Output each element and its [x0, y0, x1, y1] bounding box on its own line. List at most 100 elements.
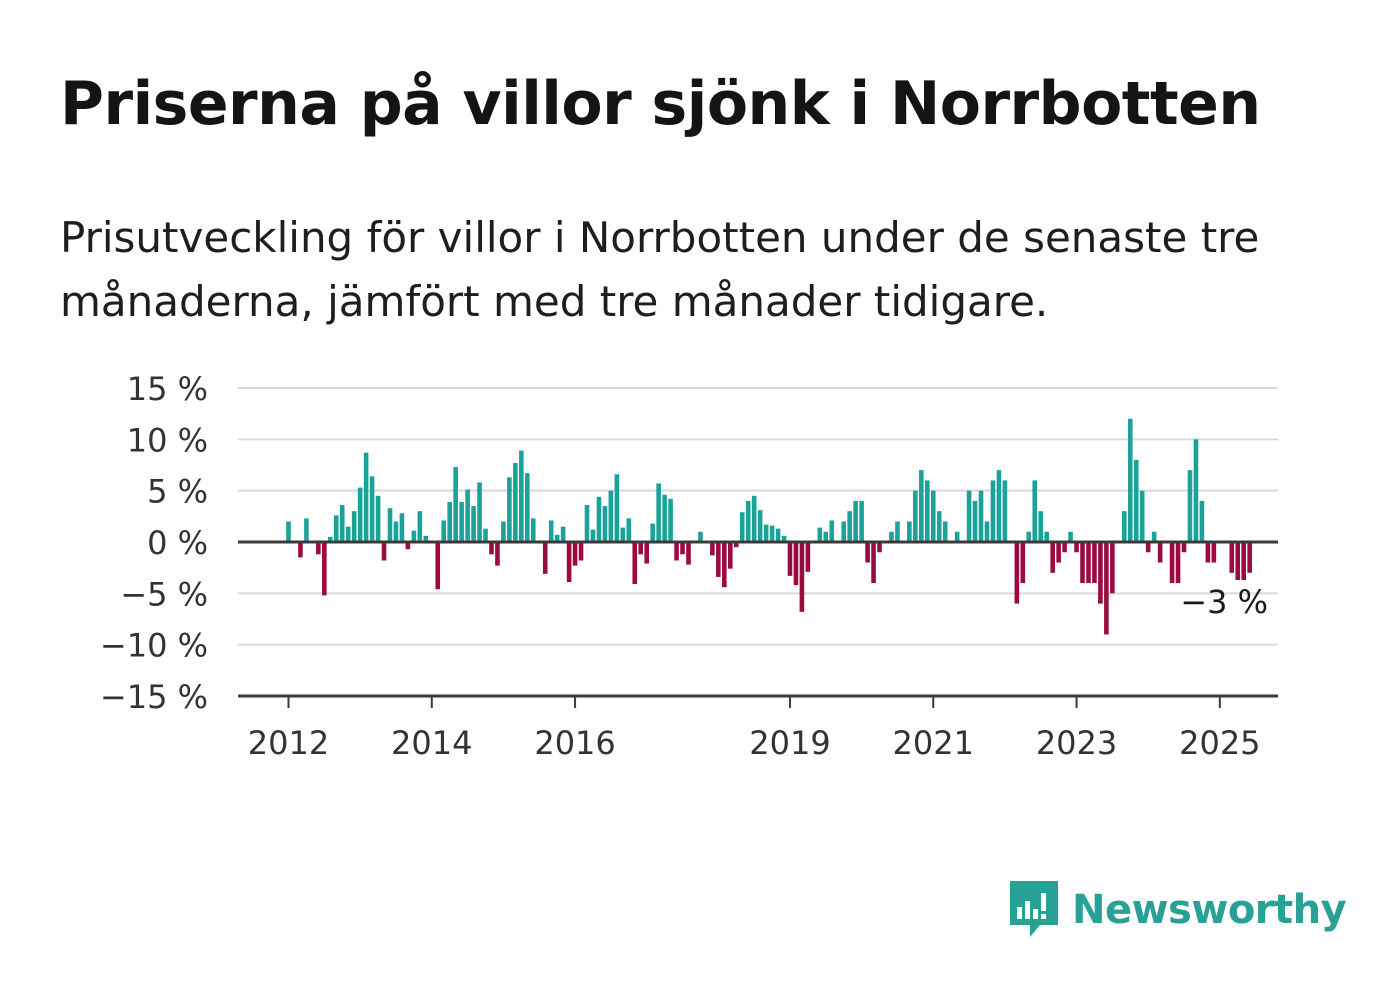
- bar: [345, 526, 351, 542]
- bar: [907, 521, 912, 542]
- bar: [519, 450, 524, 542]
- x-tick-label: 2012: [248, 724, 329, 762]
- bar: [877, 542, 882, 553]
- bar: [620, 527, 626, 542]
- bar: [668, 498, 673, 542]
- bar: [954, 531, 960, 542]
- bar: [716, 542, 721, 577]
- bar: [411, 530, 417, 542]
- y-tick-label: −5 %: [120, 575, 208, 613]
- x-tick-label: 2019: [749, 724, 830, 762]
- bar: [638, 542, 644, 555]
- bar: [530, 518, 536, 542]
- y-axis-ticks: 15 % 10 % 5 % 0 % −5 % −10 % −15 %: [100, 370, 208, 716]
- bar: [942, 521, 948, 542]
- chart-subtitle: Prisutveckling för villor i Norrbotten u…: [60, 213, 1260, 326]
- bar: [1080, 542, 1085, 584]
- y-tick-label: −15 %: [100, 678, 208, 716]
- bar: [1044, 531, 1049, 542]
- bar: [566, 542, 572, 583]
- bar: [799, 542, 805, 612]
- bar: [435, 542, 441, 590]
- bar: [871, 542, 876, 584]
- bar: [1133, 459, 1139, 542]
- bar: [507, 477, 512, 542]
- bar: [841, 521, 847, 542]
- bar: [650, 523, 655, 542]
- bar: [823, 531, 829, 542]
- bar: [548, 520, 554, 542]
- bars: [286, 418, 1252, 635]
- bar: [489, 542, 494, 555]
- bar: [674, 542, 679, 561]
- bar: [393, 521, 399, 542]
- bar: [984, 521, 990, 542]
- bar: [1157, 542, 1163, 563]
- bar: [698, 531, 703, 542]
- bar: [847, 511, 852, 542]
- bar: [1026, 531, 1032, 542]
- bar: [327, 536, 333, 542]
- bar: [560, 526, 566, 542]
- bar: [1247, 542, 1252, 573]
- bar: [1074, 542, 1079, 553]
- bar: [1235, 542, 1241, 580]
- bar: [859, 500, 864, 542]
- bar: [525, 473, 530, 542]
- bar: [357, 487, 363, 542]
- bar: [584, 505, 590, 542]
- bar: [739, 512, 745, 542]
- bar: [316, 542, 321, 555]
- bar: [465, 489, 470, 542]
- x-axis-ticks: 2012 2014 2016 2019 2021 2023 2025: [248, 696, 1261, 762]
- bar: [865, 542, 870, 563]
- y-tick-label: −10 %: [100, 627, 208, 665]
- bar: [369, 476, 375, 542]
- x-tick-label: 2016: [534, 724, 615, 762]
- bar: [751, 495, 757, 542]
- bar: [966, 490, 972, 542]
- bar: [626, 518, 632, 542]
- x-tick-label: 2023: [1036, 724, 1117, 762]
- bar: [1193, 439, 1199, 542]
- bar: [775, 528, 781, 542]
- bar: [1014, 542, 1020, 604]
- newsworthy-bar-chart-speech-bubble-icon: [1010, 881, 1058, 937]
- bar: [405, 542, 411, 550]
- bar: [1151, 531, 1157, 542]
- bar: [930, 490, 936, 542]
- bar: [972, 500, 978, 542]
- bar: [853, 500, 858, 542]
- bar: [381, 542, 387, 561]
- bar: [351, 511, 357, 542]
- bar: [387, 508, 393, 542]
- bar: [1068, 531, 1073, 542]
- bar: [1092, 542, 1097, 584]
- bar: [1056, 542, 1061, 563]
- bar: [710, 542, 715, 556]
- bar: [471, 506, 476, 542]
- bar: [578, 542, 584, 561]
- axes: [238, 540, 1278, 698]
- bar: [1002, 480, 1008, 542]
- last-value-annotation: −3 %: [1180, 583, 1268, 621]
- bar: [1241, 542, 1246, 580]
- bar: [447, 501, 452, 542]
- bar: [339, 505, 345, 542]
- bar: [1175, 542, 1181, 584]
- bar: [757, 510, 763, 542]
- bar: [459, 501, 464, 542]
- bar: [1122, 511, 1127, 542]
- bar: [787, 542, 793, 576]
- bar: [919, 470, 924, 542]
- bar: [686, 542, 691, 565]
- bar: [417, 511, 423, 542]
- bar: [453, 467, 458, 542]
- bar: [1127, 418, 1133, 542]
- bar: [1199, 500, 1205, 542]
- bar: [978, 490, 984, 542]
- bar: [399, 513, 405, 542]
- bar: [1098, 542, 1103, 604]
- bar: [733, 542, 739, 548]
- bar: [513, 462, 518, 542]
